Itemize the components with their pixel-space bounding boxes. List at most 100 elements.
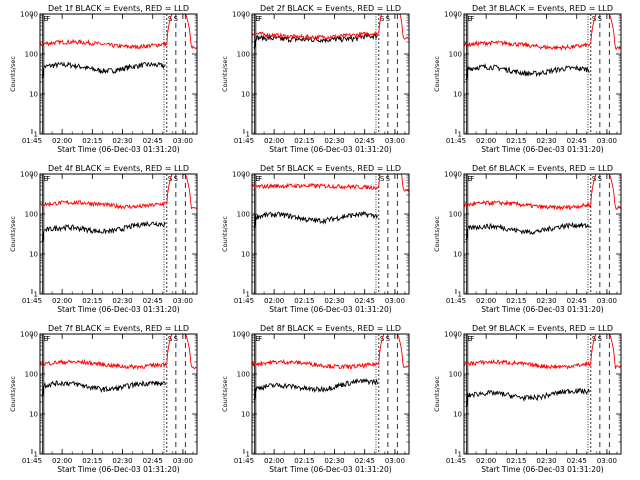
x-tick-label: 02:15	[294, 457, 314, 465]
annotation-label: F	[258, 15, 262, 23]
x-tick-label: 02:30	[112, 137, 132, 145]
x-tick-label: 02:15	[82, 137, 102, 145]
x-tick-label: 02:30	[536, 137, 556, 145]
x-tick-label: 02:45	[355, 137, 375, 145]
x-tick-label: 03:00	[385, 457, 405, 465]
series-line-events	[253, 210, 378, 229]
annotation-label: E	[255, 335, 259, 343]
series-line-lld	[39, 333, 197, 371]
y-tick-label: 1000	[232, 171, 250, 179]
chart-panel-2: Det 2f BLACK = Events, RED = LLD 1 10 100 10…	[221, 4, 410, 154]
chart-title: Det 9f BLACK = Events, RED = LLD	[472, 324, 613, 333]
y-tick-label: 1	[458, 291, 462, 299]
x-tick-label: 02:30	[324, 457, 344, 465]
plot-frame	[251, 13, 410, 135]
x-tick-label: 02:00	[264, 297, 284, 305]
y-tick-label: 1	[34, 131, 38, 139]
x-tick-label: 02:30	[324, 137, 344, 145]
x-tick-label: 03:00	[597, 457, 617, 465]
y-tick-label: 100	[25, 371, 38, 379]
y-tick-label: 100	[237, 51, 250, 59]
y-tick-label: 10	[453, 91, 462, 99]
y-tick-label: 1	[246, 291, 250, 299]
y-axis-label: Counts/sec	[433, 376, 441, 412]
x-tick-label: 02:00	[476, 297, 496, 305]
chart-title: Det 4f BLACK = Events, RED = LLD	[48, 164, 189, 173]
chart-panel-4: Det 4f BLACK = Events, RED = LLD 1 10 100 10…	[9, 164, 198, 314]
plot-frame	[463, 333, 622, 455]
y-tick-label: 1000	[20, 171, 38, 179]
annotation-label: E	[467, 175, 471, 183]
x-tick-label: 02:30	[536, 297, 556, 305]
chart-panel-3: Det 3f BLACK = Events, RED = LLD 1 10 100 10…	[433, 4, 622, 154]
chart-panel-8: Det 8f BLACK = Events, RED = LLD 1 10 100 10…	[221, 324, 410, 474]
annotation-label: S	[385, 15, 390, 23]
x-tick-label: 01:45	[22, 137, 42, 145]
y-axis-label: Counts/sec	[433, 216, 441, 252]
x-tick-label: 02:15	[294, 137, 314, 145]
x-tick-label: 03:00	[385, 137, 405, 145]
x-tick-label: 01:45	[234, 137, 254, 145]
annotation-label: F	[258, 175, 262, 183]
y-tick-label: 10	[453, 411, 462, 419]
y-axis-label: Counts/sec	[221, 56, 229, 92]
x-tick-label: 02:45	[567, 137, 587, 145]
x-tick-label: 01:45	[22, 297, 42, 305]
series-line-lld	[39, 173, 197, 210]
annotation-label: F	[46, 15, 50, 23]
x-tick-label: 03:00	[385, 297, 405, 305]
chart-title: Det 2f BLACK = Events, RED = LLD	[260, 4, 401, 13]
plot-frame	[39, 333, 198, 455]
x-tick-label: 01:45	[446, 137, 466, 145]
annotation-label: F	[258, 335, 262, 343]
x-tick-label: 01:45	[446, 297, 466, 305]
y-tick-label: 1000	[232, 11, 250, 19]
chart-title: Det 7f BLACK = Events, RED = LLD	[48, 324, 189, 333]
y-axis-label: Counts/sec	[9, 56, 17, 92]
y-tick-label: 10	[29, 251, 38, 259]
x-axis-label: Start Time (06-Dec-03 01:31:20)	[57, 145, 179, 154]
annotation-label: S	[385, 175, 390, 183]
annotation-label: F	[46, 175, 50, 183]
annotation-label: S	[385, 335, 390, 343]
y-tick-label: 10	[241, 411, 250, 419]
x-tick-label: 02:00	[52, 457, 72, 465]
y-axis-label: Counts/sec	[9, 216, 17, 252]
x-tick-label: 02:30	[112, 297, 132, 305]
annotation-label: F	[46, 335, 50, 343]
x-tick-label: 02:00	[264, 457, 284, 465]
annotation-label: F	[470, 175, 474, 183]
y-tick-label: 10	[241, 91, 250, 99]
x-tick-label: 02:00	[476, 137, 496, 145]
x-tick-label: 02:45	[143, 297, 163, 305]
y-tick-label: 100	[449, 51, 462, 59]
y-tick-label: 1000	[444, 171, 462, 179]
x-tick-label: 02:15	[506, 297, 526, 305]
annotation-label: S	[380, 15, 385, 23]
series-line-events	[465, 222, 590, 241]
y-tick-label: 1000	[20, 11, 38, 19]
chart-title: Det 8f BLACK = Events, RED = LLD	[260, 324, 401, 333]
y-axis-label: Counts/sec	[9, 376, 17, 412]
x-tick-label: 02:45	[567, 297, 587, 305]
y-tick-label: 1	[246, 451, 250, 459]
x-tick-label: 02:30	[324, 297, 344, 305]
x-tick-label: 02:00	[52, 137, 72, 145]
x-tick-label: 02:15	[82, 297, 102, 305]
x-tick-label: 01:45	[234, 297, 254, 305]
y-tick-label: 10	[453, 251, 462, 259]
y-tick-label: 1	[34, 291, 38, 299]
annotation-label: S	[597, 175, 602, 183]
series-line-lld	[463, 13, 621, 52]
x-tick-label: 01:45	[22, 457, 42, 465]
x-tick-label: 02:45	[143, 457, 163, 465]
y-tick-label: 1000	[232, 331, 250, 339]
series-line-events	[41, 61, 166, 79]
x-axis-label: Start Time (06-Dec-03 01:31:20)	[269, 305, 391, 314]
chart-title: Det 3f BLACK = Events, RED = LLD	[472, 4, 613, 13]
x-tick-label: 02:00	[476, 457, 496, 465]
series-line-events	[253, 377, 378, 401]
chart-panel-5: Det 5f BLACK = Events, RED = LLD 1 10 100 10…	[221, 164, 410, 314]
annotation-label: E	[255, 15, 259, 23]
annotation-label: E	[43, 175, 47, 183]
